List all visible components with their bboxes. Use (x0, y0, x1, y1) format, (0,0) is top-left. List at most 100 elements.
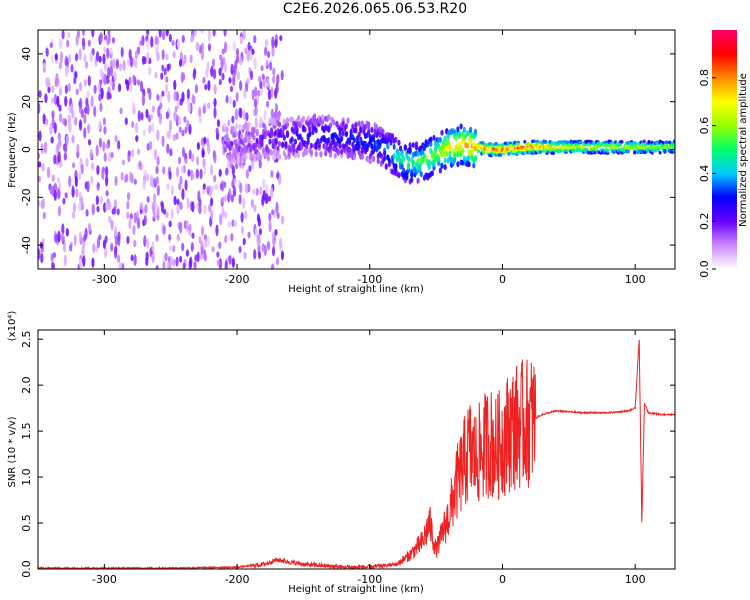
spectrogram-cell (235, 91, 239, 103)
spectrogram-x-axis-label: Height of straight line (km) (288, 284, 424, 295)
spectrogram-cell (117, 83, 122, 93)
spectrogram-cell (166, 183, 170, 191)
spectrogram-cell (593, 150, 597, 155)
spectrogram-cell (165, 76, 169, 83)
spectrogram-cell (104, 175, 109, 187)
spectrogram-cell (230, 63, 234, 72)
spectrogram-cell (175, 256, 179, 267)
spectrogram-cell (314, 127, 318, 134)
spectrogram-cell (61, 118, 65, 125)
spectrogram-cell (262, 178, 266, 190)
spectrogram-cell (86, 90, 90, 99)
spectrogram-cell (620, 140, 624, 144)
spectrogram-cell (125, 173, 129, 183)
spectrogram-cell (242, 237, 246, 246)
spectrogram-cell (54, 233, 58, 244)
spectrogram-cell (202, 183, 206, 190)
spectrogram-cell (85, 157, 89, 168)
spectrogram-cell (230, 140, 234, 147)
spectrogram-cell (75, 188, 79, 198)
spectrogram-cell (161, 49, 165, 61)
spectrogram-cell (131, 101, 136, 111)
spectrogram-cell (184, 158, 188, 165)
spectrogram-cell (246, 77, 250, 85)
spectrogram-cell (155, 264, 159, 269)
spectrogram-cell (384, 163, 388, 170)
spectrogram-cell (67, 82, 71, 92)
spectrogram-cell (198, 106, 202, 118)
spectrogram-cell (261, 73, 265, 80)
spectrogram-cell (161, 30, 166, 41)
spectrogram-cell (210, 210, 214, 220)
spectrogram-cell (265, 59, 269, 67)
spectrogram-cell (443, 135, 447, 142)
spectrogram-cell (83, 54, 87, 63)
spectrogram-cell (91, 162, 95, 171)
spectrogram-cell (266, 240, 271, 251)
spectrogram-cell (144, 203, 148, 214)
spectrogram-cell (216, 119, 221, 128)
spectrogram-cell (260, 141, 264, 148)
spectrogram-cell (50, 54, 54, 63)
spectrogram-cell (221, 72, 225, 81)
spectrogram-cell (577, 144, 581, 149)
spectrogram-cell (206, 235, 210, 248)
spectrogram-cell (365, 146, 369, 153)
spectrogram-cell (256, 234, 260, 246)
spectrogram-cell (189, 54, 193, 64)
spectrogram-cell (443, 157, 447, 164)
spectrogram-cell (259, 186, 263, 196)
spectrogram-cell (240, 212, 244, 223)
spectrogram-cell (192, 70, 196, 80)
snr-background (38, 330, 675, 569)
spectrogram-cell (81, 30, 86, 37)
spectrogram-cell (83, 234, 87, 242)
spectrogram-cell (282, 134, 286, 141)
spectrogram-cell (375, 124, 379, 131)
spectrogram-cell (264, 38, 269, 47)
spectrogram-cell (66, 31, 71, 39)
spectrogram-cell (176, 233, 180, 242)
spectrogram-cell (138, 160, 142, 168)
spectrogram-cell (411, 159, 415, 166)
spectrogram-cell (87, 222, 92, 232)
snr-x-axis-label: Height of straight line (km) (288, 584, 424, 595)
spectrogram-cell (83, 127, 87, 139)
spectrogram-cell (207, 80, 211, 91)
spectrogram-cell (119, 107, 123, 115)
spectrogram-cell (151, 252, 155, 264)
spectrogram-cell (95, 50, 100, 62)
spectrogram-cell (91, 257, 95, 268)
spectrogram-cell (103, 152, 107, 162)
snr-x-tick-label: 0 (499, 573, 506, 586)
snr-x-tick-label: -200 (225, 573, 250, 586)
spectrogram-cell (102, 239, 107, 250)
spectrogram-cell (341, 130, 345, 137)
spectrogram-cell (66, 39, 70, 48)
spectrogram-cell (254, 86, 258, 98)
spectrogram-cell (269, 61, 273, 71)
spectrogram-cell (469, 126, 473, 133)
spectrogram-cell (128, 218, 132, 230)
spectrogram-cell (472, 162, 476, 169)
spectrogram-cell (240, 225, 245, 235)
spectrogram-cell (106, 91, 110, 101)
spectrogram-cell (151, 241, 155, 252)
spectrogram-cell (394, 163, 398, 170)
spectrogram-cell (193, 30, 197, 37)
spectrogram-cell (155, 234, 159, 242)
spectrogram-cell (40, 143, 44, 155)
spectrogram-cell (231, 219, 235, 227)
spectrogram-cell (137, 110, 141, 122)
spectrogram-cell (191, 172, 195, 180)
spectrogram-cell (271, 138, 275, 145)
spectrogram-cell (105, 165, 109, 178)
spectrogram-cell (297, 114, 301, 121)
colorbar-tick-label: 0.6 (698, 117, 711, 135)
spectrogram-cell (457, 130, 462, 137)
spectrogram-cell (172, 51, 176, 59)
spectrogram-cell (229, 95, 233, 105)
spectrogram-cell (249, 70, 254, 81)
spectrogram-cell (276, 172, 280, 179)
spectrogram-cell (461, 148, 465, 155)
